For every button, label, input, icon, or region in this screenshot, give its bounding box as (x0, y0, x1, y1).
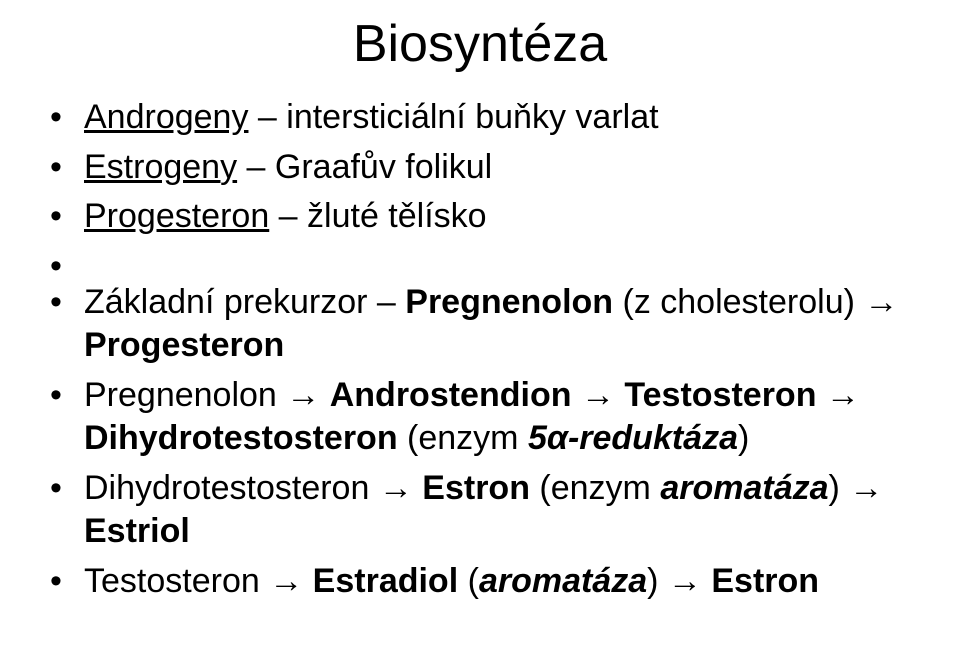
text-androgeny: Androgeny (84, 98, 248, 136)
text-androstendion: Androstendion (330, 376, 572, 414)
slide-title: Biosyntéza (44, 14, 916, 74)
slide: Biosyntéza Androgeny – intersticiální bu… (0, 0, 960, 654)
arrow-icon: → (260, 562, 313, 600)
text-estriol: Estriol (84, 512, 190, 550)
text-testosteron2: Testosteron (84, 562, 260, 600)
text-estradiol: Estradiol (313, 562, 458, 600)
bullet-path-testosteron: Pregnenolon → Androstendion → Testostero… (44, 374, 916, 461)
text-dihydrotestosteron: Dihydrotestosteron (84, 419, 398, 457)
text-progesteron-bold: Progesteron (84, 326, 284, 364)
text-enzym: (enzym (398, 419, 528, 457)
text-estron: Estron (422, 469, 530, 507)
text-5a-reduktaza: 5α-reduktáza (528, 419, 738, 457)
arrow-icon: → (816, 376, 859, 414)
bullet-androgeny: Androgeny – intersticiální buňky varlat (44, 96, 916, 140)
text-testosteron: Testosteron (624, 376, 816, 414)
bullet-path-estradiol: Testosteron → Estradiol (aromatáza) → Es… (44, 560, 916, 604)
text-pregnenolon2: Pregnenolon (84, 376, 277, 414)
text-prekurzor-mid: (z cholesterolu) → (613, 283, 898, 321)
text-progesteron-rest: – žluté tělísko (269, 197, 486, 235)
text-estron2: Estron (711, 562, 819, 600)
text-close7: ) → (647, 562, 711, 600)
text-prekurzor-pre: Základní prekurzor – (84, 283, 405, 321)
text-close: ) (738, 419, 749, 457)
arrow-icon: → (277, 376, 330, 414)
text-androgeny-rest: – intersticiální buňky varlat (248, 98, 658, 136)
text-estrogeny-rest: – Graafův folikul (237, 148, 492, 186)
text-mid6: (enzym (530, 469, 660, 507)
spacer (44, 245, 916, 281)
bullet-path-estron: Dihydrotestosteron → Estron (enzym aroma… (44, 467, 916, 554)
text-close6: ) → (829, 469, 884, 507)
text-estrogeny: Estrogeny (84, 148, 237, 186)
text-progesteron: Progesteron (84, 197, 269, 235)
arrow-icon: → (572, 376, 625, 414)
text-aromataza2: aromatáza (479, 562, 647, 600)
arrow-icon: → (369, 469, 422, 507)
bullet-prekurzor: Základní prekurzor – Pregnenolon (z chol… (44, 281, 916, 368)
text-mid7: ( (458, 562, 479, 600)
bullet-progesteron: Progesteron – žluté tělísko (44, 195, 916, 239)
text-aromataza: aromatáza (660, 469, 828, 507)
bullet-list: Androgeny – intersticiální buňky varlat … (44, 96, 916, 603)
text-pregnenolon: Pregnenolon (405, 283, 613, 321)
bullet-estrogeny: Estrogeny – Graafův folikul (44, 146, 916, 190)
text-dihydro2: Dihydrotestosteron (84, 469, 369, 507)
